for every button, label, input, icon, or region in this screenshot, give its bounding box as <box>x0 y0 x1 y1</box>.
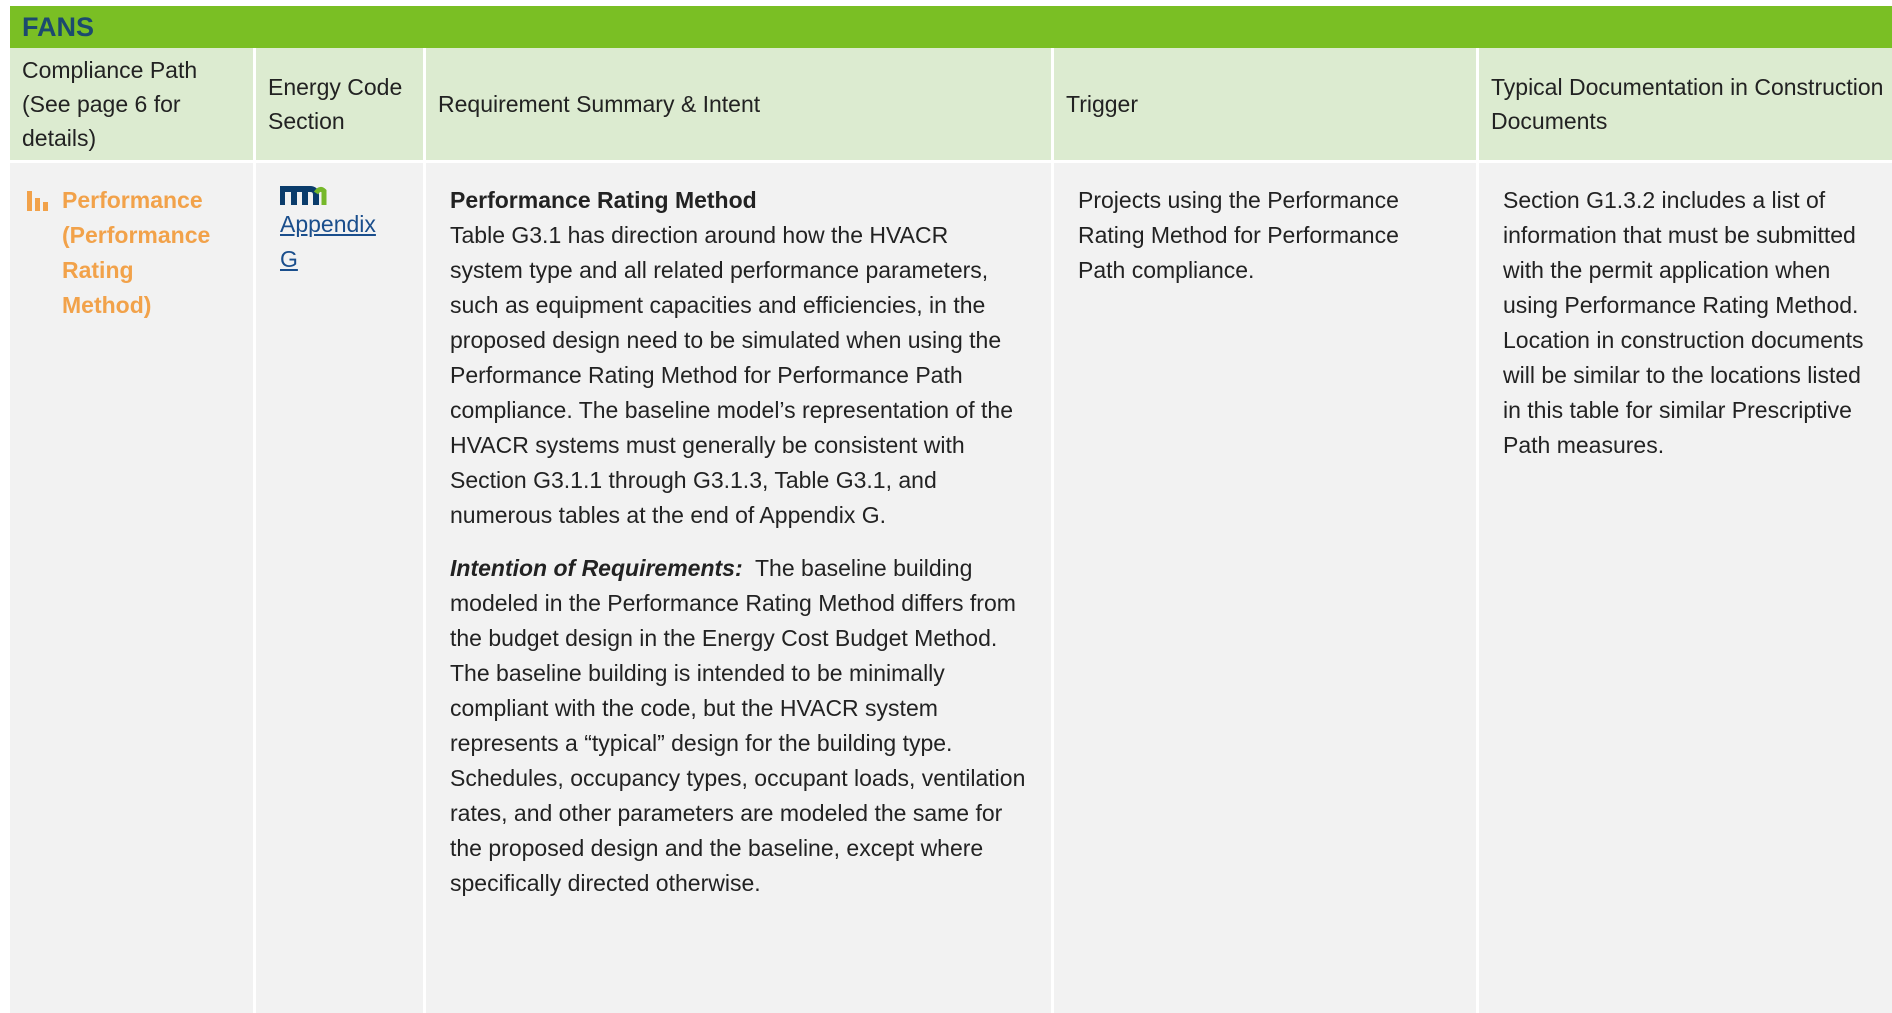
column-header: Requirement Summary & Intent <box>426 48 1051 160</box>
column-header: Compliance Path (See page 6 for details) <box>10 48 253 160</box>
path-text: Performance (Performance Rating Method) <box>62 187 211 318</box>
intent: Intention of Requirements: The baseline … <box>450 551 1027 901</box>
documentation-cell: Section G1.3.2 includes a list of inform… <box>1479 163 1892 1013</box>
intent-label: Intention of Requirements: <box>450 555 743 581</box>
summary-cell: Performance Rating Method Table G3.1 has… <box>426 163 1051 1013</box>
column-header: Energy Code Section <box>256 48 423 160</box>
section-cell: Appendix G <box>256 163 423 1013</box>
summary-text: Table G3.1 has direction around how the … <box>450 222 1013 528</box>
mn-logo <box>280 186 327 205</box>
section-bar: FANS <box>10 6 1892 48</box>
intent-text: The baseline building modeled in the Per… <box>450 555 1026 896</box>
column-header: Trigger <box>1054 48 1476 160</box>
path-cell: Performance (Performance Rating Method) <box>10 163 253 1013</box>
summary-heading: Performance Rating Method <box>450 187 757 213</box>
section-link[interactable]: Appendix G <box>280 211 376 272</box>
table: Compliance Path (See page 6 for details)… <box>10 48 1892 1013</box>
section-title: FANS <box>22 12 95 42</box>
trigger-cell: Projects using the Performance Rating Me… <box>1054 163 1476 1013</box>
column-header: Typical Documentation in Construction Do… <box>1479 48 1892 160</box>
performance-icon <box>27 191 48 211</box>
